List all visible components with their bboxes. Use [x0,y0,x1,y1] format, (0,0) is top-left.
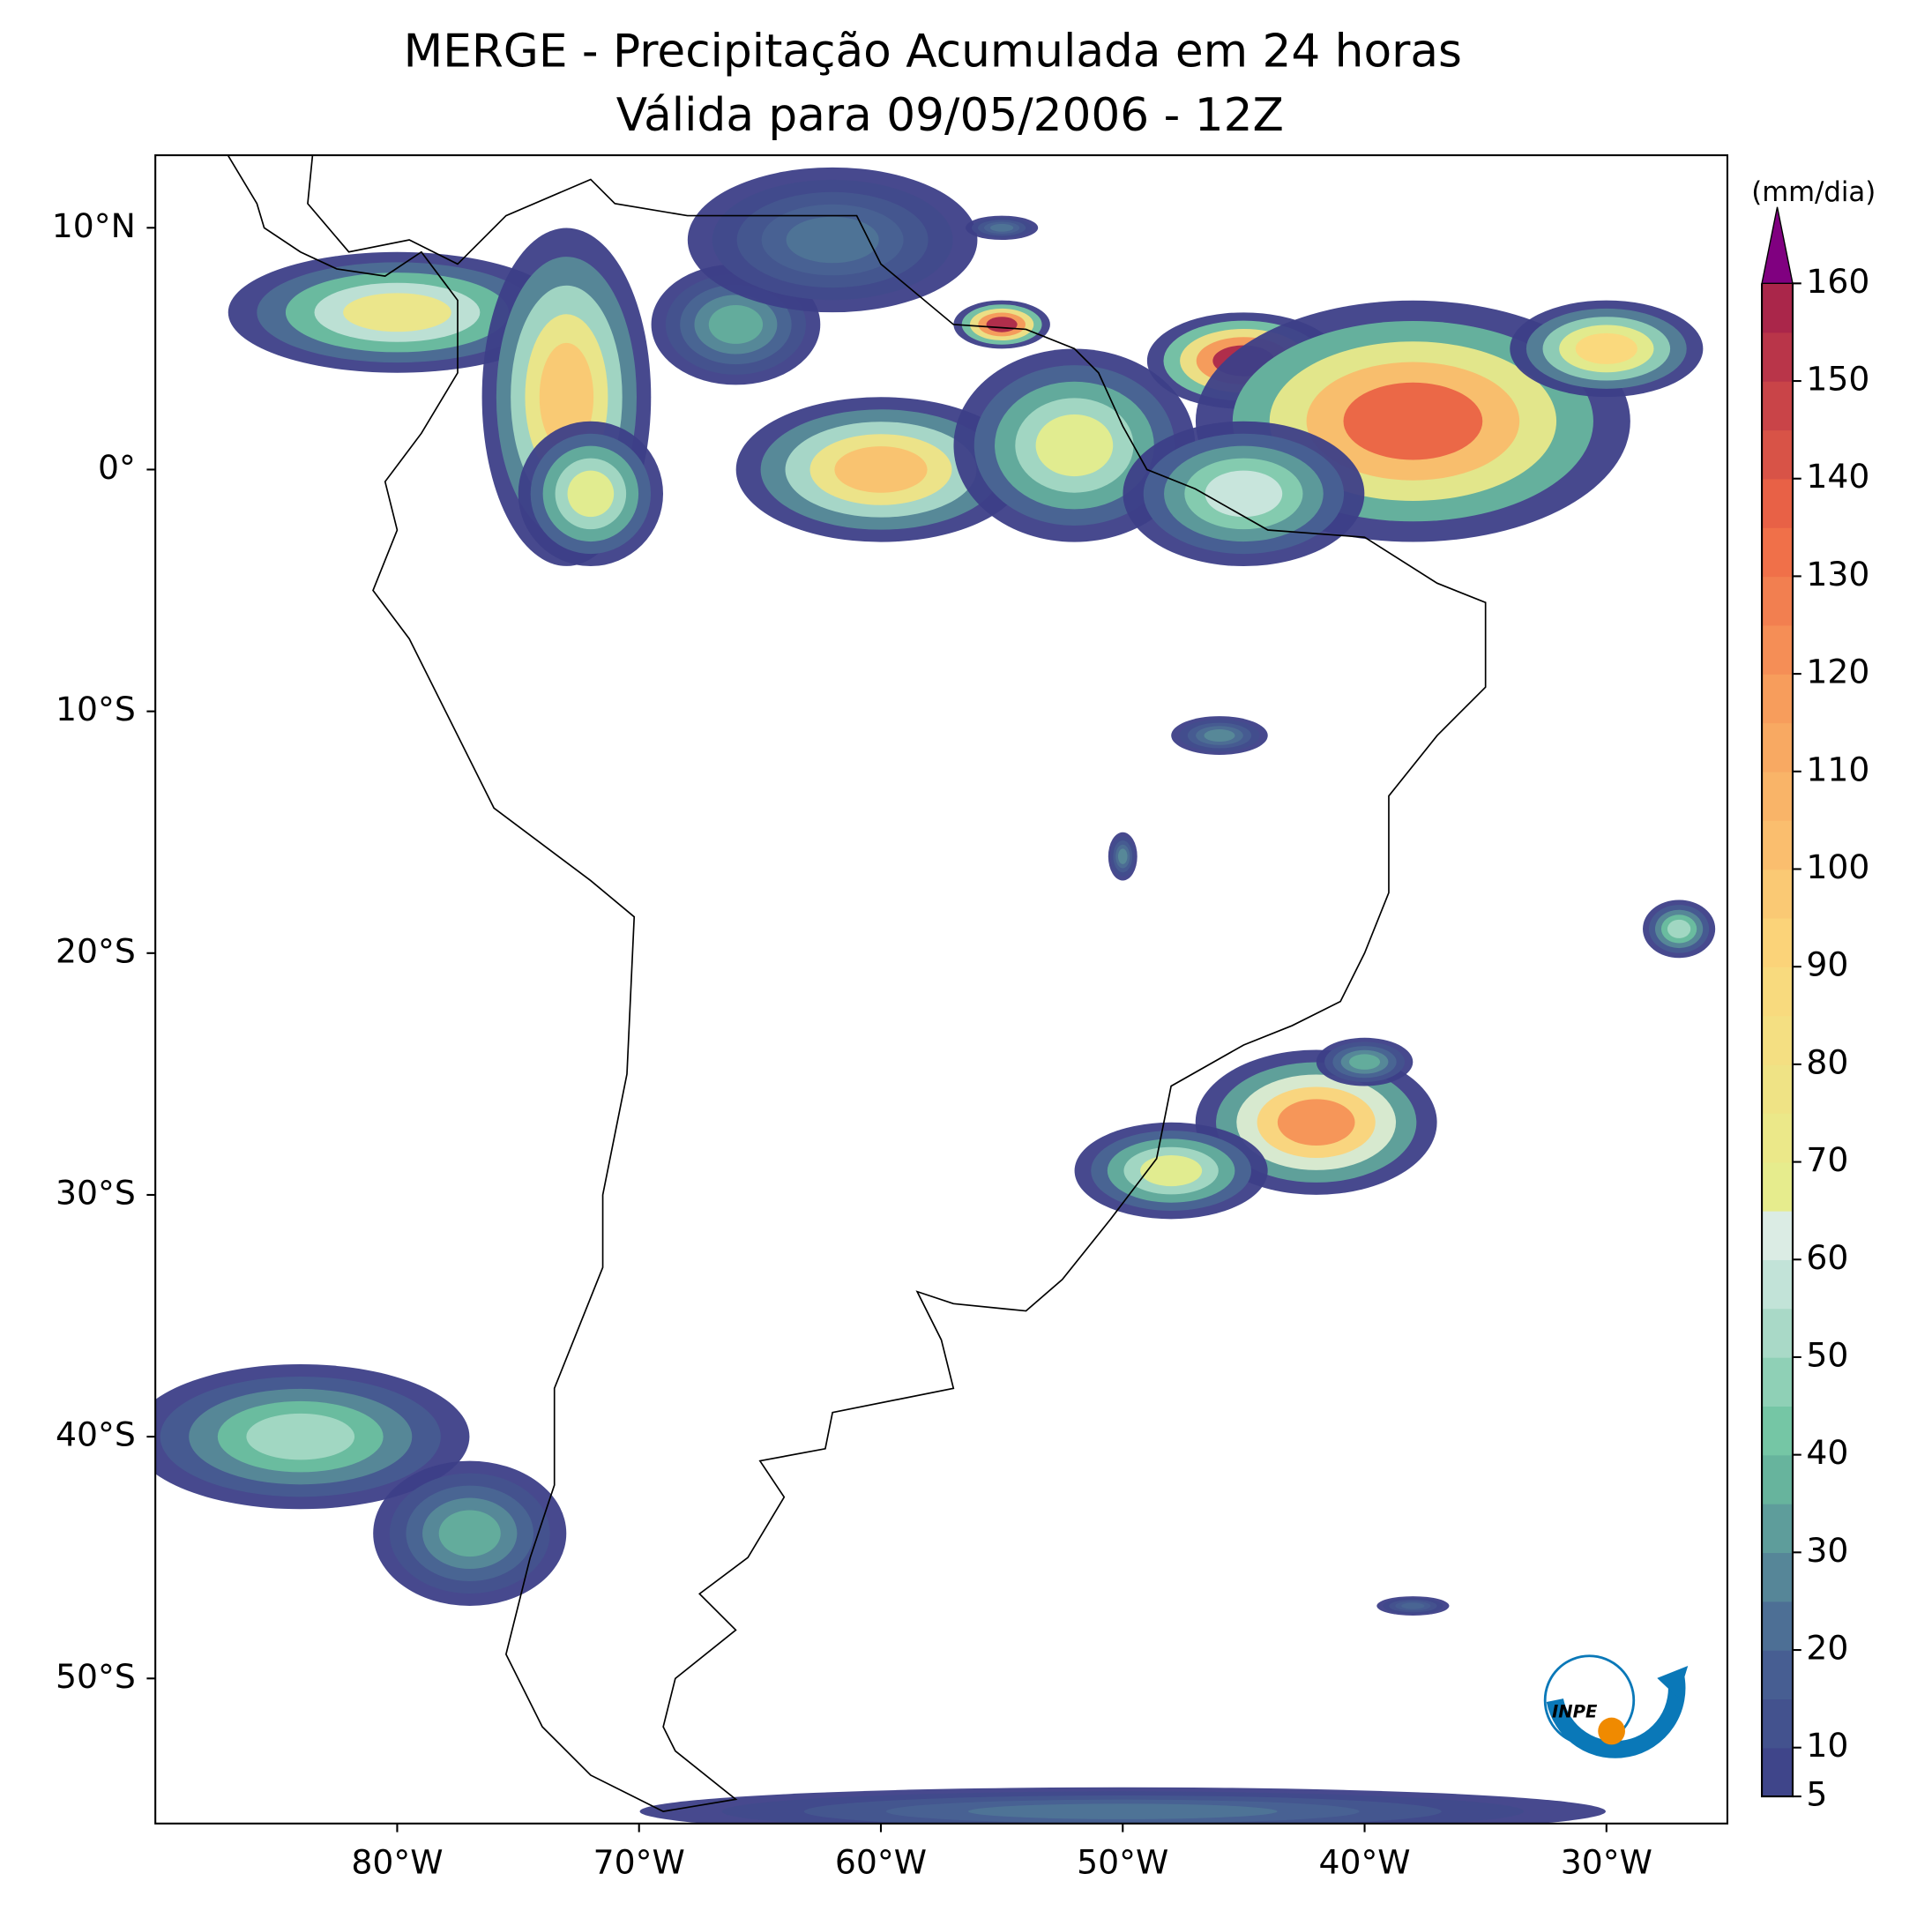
colorbar-tick-label: 90 [1806,945,1848,984]
y-tick-label: 10°N [52,206,136,245]
colorbar-segment [1762,1308,1793,1358]
colorbar-segment [1762,722,1793,773]
colorbar-segment [1762,1161,1793,1212]
colorbar-tick-label: 70 [1806,1140,1848,1179]
colorbar-segment [1762,1650,1793,1700]
rain-field [1277,1099,1355,1146]
rain-field [1401,1602,1425,1609]
map-area [155,155,1727,1824]
colorbar-segment [1762,332,1793,382]
rain-field [1140,1155,1203,1187]
colorbar-segment [1762,1747,1793,1797]
rain-field [1575,332,1637,364]
x-tick-label: 40°W [1318,1842,1410,1881]
rain-field [1349,1054,1381,1070]
colorbar-tick-label: 5 [1806,1775,1827,1814]
colorbar-segment [1762,1015,1793,1065]
rain-field [1343,382,1483,460]
logo-text: INPE [1552,1702,1598,1722]
rain-field [708,305,764,344]
y-tick-label: 20°S [56,931,136,970]
rain-field [968,1803,1278,1819]
colorbar-segment [1762,381,1793,431]
y-tick-label: 10°S [56,690,136,728]
colorbar-tick-label: 60 [1806,1238,1848,1277]
colorbar-tick-label: 110 [1806,750,1869,788]
colorbar-tick-label: 20 [1806,1629,1848,1668]
colorbar-segment [1762,1698,1793,1749]
colorbar-segment [1762,869,1793,919]
colorbar-segment [1762,1259,1793,1310]
rain-field [834,446,928,493]
colorbar-tick-label: 40 [1806,1433,1848,1472]
colorbar-segment [1762,624,1793,675]
y-tick-label: 40°S [56,1415,136,1454]
colorbar-tick-label: 160 [1806,262,1869,301]
y-tick-label: 0° [98,448,136,487]
colorbar-segment [1762,1552,1793,1602]
rain-field [1204,729,1235,743]
colorbar-tick-label: 120 [1806,653,1869,691]
y-tick-label: 50°S [56,1657,136,1696]
rain-field [786,216,879,264]
colorbar-segment [1762,1356,1793,1407]
colorbar-segment [1762,771,1793,821]
colorbar-extend [1761,206,1794,285]
subtitle: Válida para 09/05/2006 - 12Z [616,89,1284,142]
colorbar-segment [1762,478,1793,528]
colorbar-segment [1762,1064,1793,1114]
colorbar-tick-label: 80 [1806,1042,1848,1081]
colorbar-segment [1762,1601,1793,1651]
colorbar-segment [1762,429,1793,480]
logo-ring [1543,1654,1636,1746]
colorbar-segment [1762,1406,1793,1456]
colorbar-tick-label: 10 [1806,1726,1848,1765]
x-tick-label: 70°W [593,1842,685,1881]
colorbar-segment [1762,1210,1793,1260]
x-tick-label: 80°W [351,1842,443,1881]
rain-field [1118,848,1128,864]
colorbar-segment [1762,1454,1793,1504]
logo-arrow [1657,1665,1689,1698]
rain-field [567,470,615,518]
rain-field [986,317,1018,332]
colorbar-segment [1762,820,1793,870]
colorbar-tick-label: 30 [1806,1531,1848,1570]
logo: INPE [1543,1654,1689,1758]
colorbar-segment [1762,1113,1793,1163]
colorbar-segment [1762,283,1793,333]
colorbar-segment [1762,576,1793,626]
rain-field [1035,414,1114,477]
colorbar-tick-label: 150 [1806,360,1869,399]
y-tick-label: 30°S [56,1173,136,1212]
colorbar-segment [1762,967,1793,1017]
colorbar-frame [1761,283,1794,1798]
rain-field [343,293,451,332]
colorbar-tick-label: 140 [1806,457,1869,496]
logo-arc [1546,1674,1686,1758]
rain-field [1667,919,1691,938]
rain-field [438,1510,501,1557]
colorbar-label: (mm/dia) [1751,176,1876,208]
logo-dot [1598,1717,1625,1745]
colorbar-segment [1762,674,1793,724]
coastline [227,155,1487,1812]
colorbar-tick-label: 50 [1806,1335,1848,1374]
x-tick-label: 50°W [1077,1842,1168,1881]
rain-field [1205,470,1283,518]
colorbar-segment [1762,1503,1793,1554]
x-tick-label: 30°W [1561,1842,1652,1881]
rain-field [989,223,1014,232]
colorbar-segment [1762,917,1793,967]
colorbar-tick-label: 100 [1806,847,1869,886]
rain-field [246,1413,355,1460]
colorbar-segment [1762,527,1793,578]
x-tick-label: 60°W [835,1842,927,1881]
map-frame [154,153,1728,1825]
title: MERGE - Precipitação Acumulada em 24 hor… [404,25,1462,78]
colorbar-tick-label: 130 [1806,555,1869,593]
